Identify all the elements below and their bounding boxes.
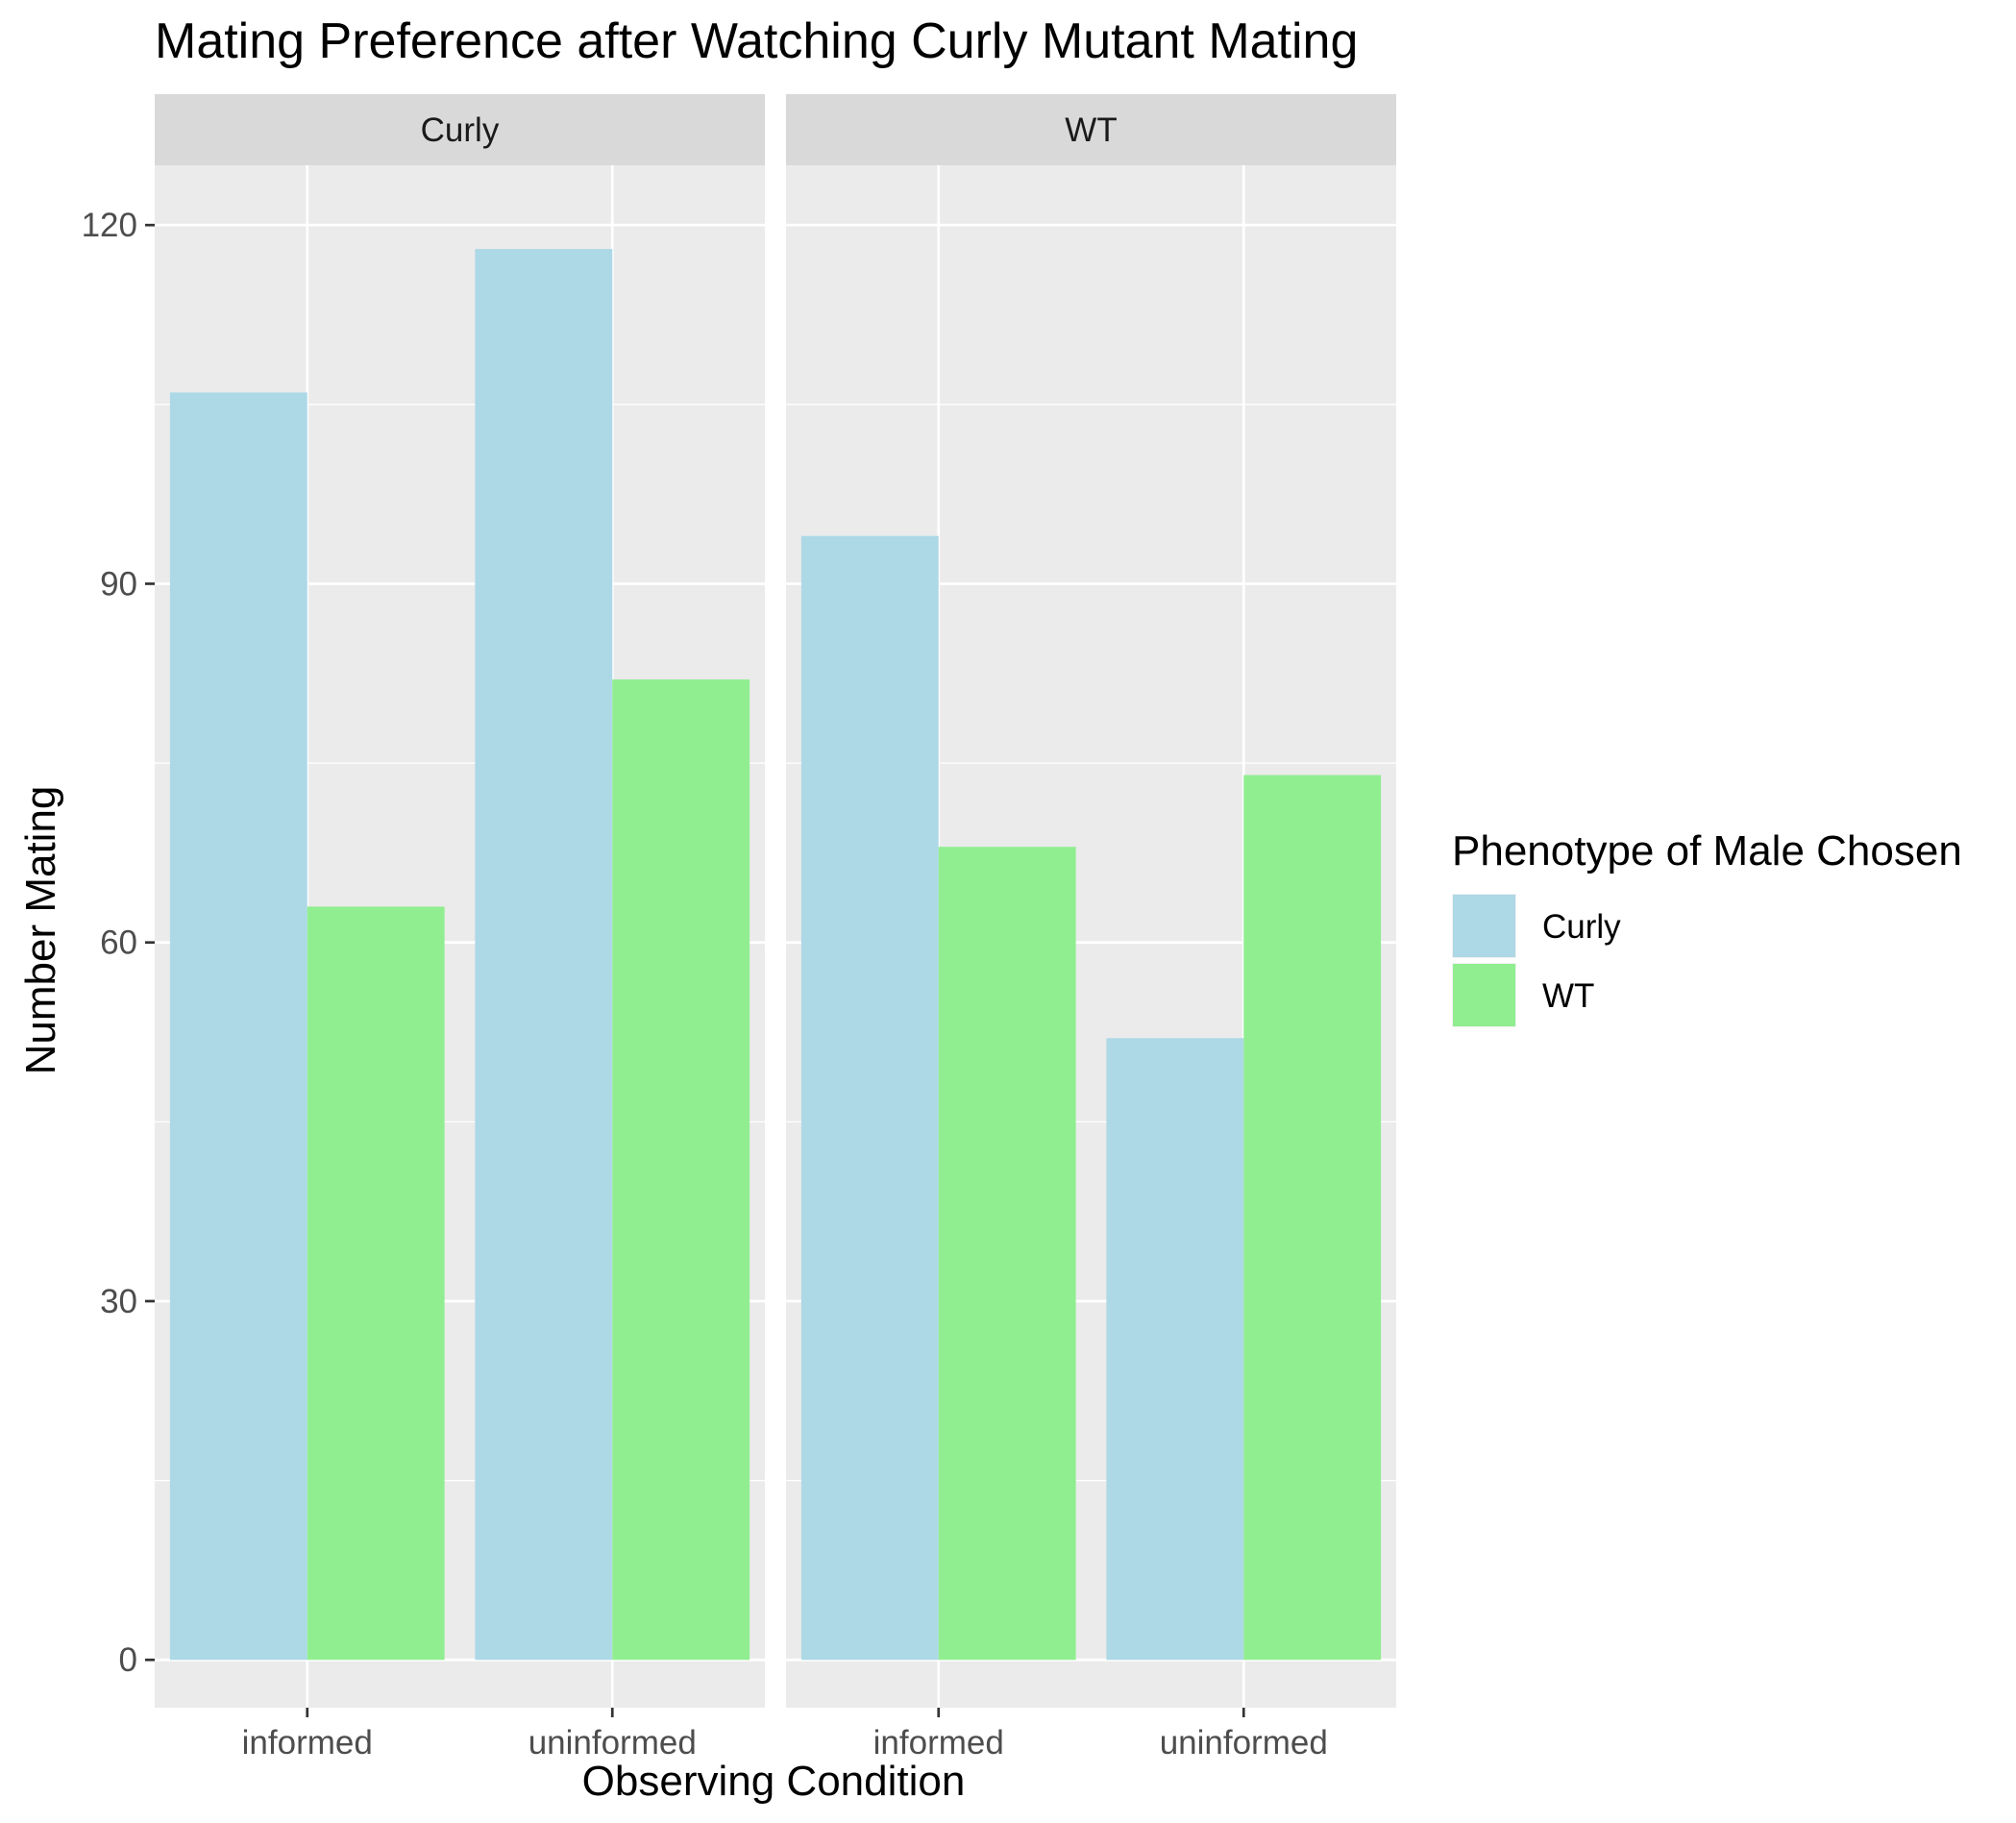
- facet-strip-curly: [155, 94, 765, 165]
- x-tick-label: uninformed: [529, 1724, 697, 1761]
- legend: Phenotype of Male Chosen Curly WT: [1452, 827, 1962, 1027]
- chart-title: Mating Preference after Watching Curly M…: [155, 13, 1358, 69]
- panel-wt: WT: [786, 94, 1396, 1708]
- y-tick-label: 0: [119, 1641, 137, 1679]
- bar-wt-uninformed-wt: [1243, 775, 1382, 1661]
- bar-curly-uninformed-curly: [475, 249, 613, 1661]
- x-tick-label: uninformed: [1160, 1724, 1328, 1761]
- legend-title: Phenotype of Male Chosen: [1452, 827, 1962, 875]
- legend-label-wt: WT: [1542, 977, 1594, 1015]
- facet-panels: Curly WT: [155, 94, 1396, 1708]
- x-axis-title: Observing Condition: [582, 1758, 966, 1805]
- legend-label-curly: Curly: [1542, 908, 1621, 946]
- y-tick-label: 90: [100, 565, 137, 603]
- facet-strip-label: WT: [1065, 111, 1117, 149]
- bar-wt-informed-curly: [800, 535, 939, 1661]
- y-tick-label: 120: [82, 207, 137, 244]
- legend-key-wt: [1453, 964, 1515, 1026]
- y-tick-label: 60: [100, 924, 137, 962]
- x-axis: informed uninformed informed uninformed: [242, 1708, 1328, 1761]
- y-axis: 0 30 60 90 120: [82, 207, 155, 1679]
- bar-curly-uninformed-wt: [612, 679, 750, 1661]
- y-tick-label: 30: [100, 1283, 137, 1320]
- bar-wt-uninformed-curly: [1106, 1038, 1244, 1661]
- legend-key-curly: [1453, 895, 1515, 957]
- bar-curly-informed-curly: [169, 392, 307, 1661]
- bar-curly-informed-wt: [307, 906, 445, 1661]
- facet-strip-label: Curly: [421, 111, 500, 149]
- x-tick-label: informed: [873, 1724, 1004, 1761]
- facet-strip-wt: [786, 94, 1396, 165]
- y-axis-title: Number Mating: [17, 786, 64, 1075]
- x-tick-label: informed: [242, 1724, 373, 1761]
- bar-wt-informed-wt: [938, 847, 1076, 1661]
- panel-curly: Curly: [155, 94, 765, 1708]
